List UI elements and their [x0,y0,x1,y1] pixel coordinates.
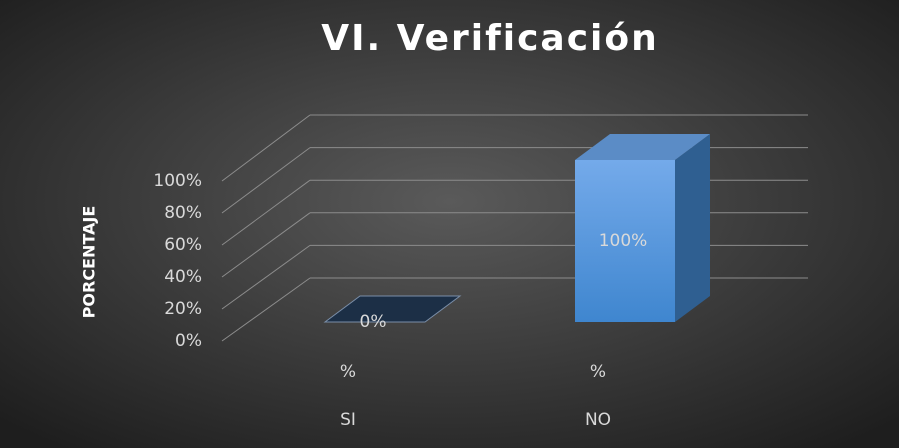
y-tick-label: 60% [164,235,202,255]
grid-line [221,277,311,342]
grid-line [221,212,311,278]
data-label: 0% [360,312,387,332]
grid-line [221,147,311,214]
chart-title: VI. Verificación [321,18,659,59]
x-tick-label: SI [340,410,356,430]
grid-line [221,114,311,182]
grid-line [221,179,311,246]
bar-front [575,160,675,322]
bar-side [675,134,710,322]
y-tick-label: 0% [175,331,202,351]
x-subcategory-label: % [340,362,356,382]
y-tick-label: 40% [164,267,202,287]
x-subcategory-label: % [590,362,606,382]
y-tick-label: 20% [164,299,202,319]
bar-top [575,134,710,160]
y-tick-label: 80% [164,203,202,223]
grid-line [221,244,311,310]
x-tick-label: NO [585,410,611,430]
bar-top [323,295,462,323]
y-tick-label: 100% [153,171,202,191]
data-label: 100% [599,231,648,251]
y-axis-label: PORCENTAJE [80,206,99,319]
